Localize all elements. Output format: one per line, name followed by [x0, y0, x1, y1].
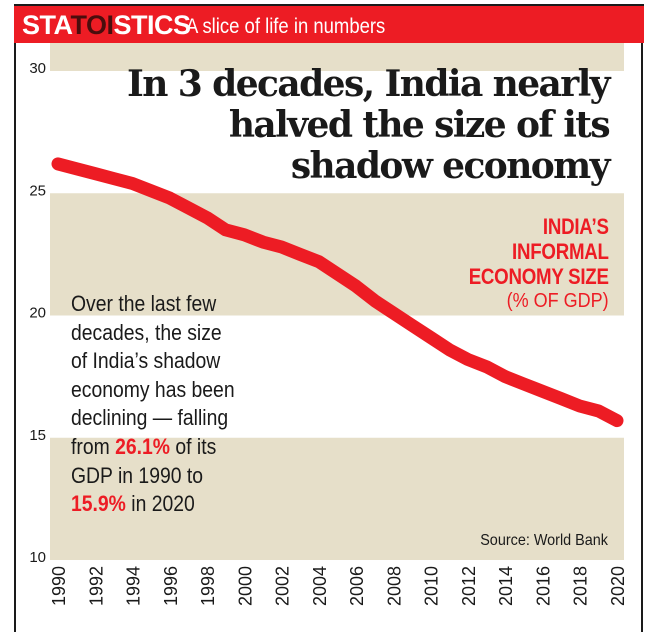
chart-headline: In 3 decades, India nearly halved the si… [127, 63, 611, 187]
annotation-line: Over the last few [71, 291, 217, 316]
annotation-fragment: in 2020 [125, 491, 195, 517]
band-20-25 [50, 193, 624, 316]
end-value-highlight: 15.9% [71, 491, 126, 517]
brand-logo: STATOISTICS [22, 8, 191, 42]
x-tick-label: 2000 [235, 566, 255, 606]
tagline: A slice of life in numbers [186, 15, 386, 38]
x-tick-label: 1998 [198, 566, 218, 606]
x-tick-label: 2018 [571, 566, 591, 606]
series-label-line: INFORMAL [512, 239, 609, 264]
graphic-frame [14, 6, 643, 632]
x-tick-label: 2010 [422, 566, 442, 606]
band-10-15 [50, 437, 624, 560]
annotation-fragment: of its [170, 433, 217, 459]
band-above-30 [50, 43, 624, 71]
x-tick-label: 1996 [161, 566, 181, 606]
brand-prefix: STA [22, 10, 71, 40]
y-tick-label: 30 [29, 60, 46, 77]
x-tick-label: 2002 [273, 566, 293, 606]
brand-highlight: TOI [70, 10, 115, 40]
data-points [57, 163, 618, 421]
series-label-line: INDIA’S [543, 214, 609, 239]
y-tick-label: 15 [29, 427, 46, 444]
y-tick-label: 20 [29, 305, 46, 322]
start-value-highlight: 26.1% [115, 433, 171, 459]
x-axis-ticks: 1990 1992 1994 1996 1998 2000 2002 2004 2006 2008… [49, 566, 628, 606]
annotation-line: economy has been [71, 376, 235, 402]
x-tick-label: 2004 [310, 566, 330, 606]
x-tick-label: 2020 [608, 566, 628, 606]
series-label: INDIA’S INFORMAL ECONOMY SIZE (% OF GDP) [444, 214, 609, 314]
series-label-unit: (% OF GDP) [506, 290, 609, 312]
source-credit: Source: World Bank [480, 532, 608, 549]
annotation-line: 15.9% in 2020 [71, 490, 247, 519]
annotation-line: of India’s shadow [71, 348, 221, 374]
y-axis-ticks: 10 15 20 25 30 [29, 60, 46, 566]
header-bar: STATOISTICS A slice of life in numbers [14, 4, 644, 43]
headline-line: shadow economy [290, 145, 611, 187]
x-tick-label: 2006 [347, 566, 367, 606]
background-bands [50, 43, 624, 560]
x-tick-label: 2012 [459, 566, 479, 606]
series-label-line: ECONOMY SIZE [469, 264, 609, 289]
x-tick-label: 2014 [496, 566, 516, 606]
annotation-fragment: from [71, 433, 116, 459]
annotation-line: declining — falling [71, 405, 229, 431]
headline-line: halved the size of its [228, 104, 611, 146]
x-tick-label: 1994 [124, 566, 144, 606]
annotation-line: decades, the size [71, 319, 222, 345]
brand-suffix: STICS [113, 10, 192, 40]
y-tick-label: 25 [29, 182, 46, 199]
annotation-text: Over the last few decades, the size of I… [71, 290, 247, 519]
x-tick-label: 2016 [533, 566, 553, 606]
x-tick-label: 2008 [384, 566, 404, 606]
y-tick-label: 10 [29, 549, 46, 566]
headline-line: In 3 decades, India nearly [127, 63, 611, 105]
x-tick-label: 1990 [49, 566, 69, 606]
x-tick-label: 1992 [86, 566, 106, 606]
annotation-line: from 26.1% of its [71, 433, 247, 462]
annotation-line: GDP in 1990 to [71, 462, 204, 488]
